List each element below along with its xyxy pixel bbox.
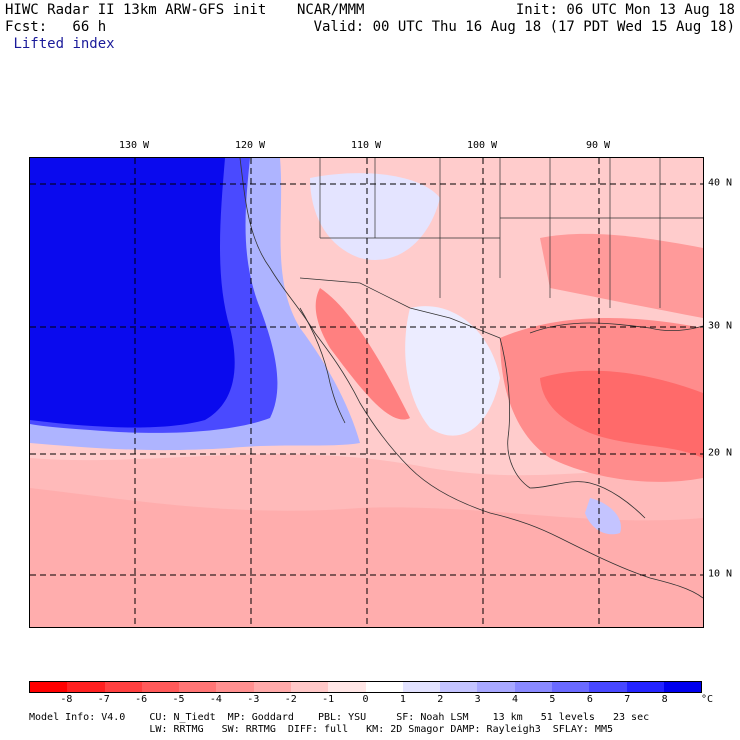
init-time: Init: 06 UTC Mon 13 Aug 18	[515, 2, 735, 18]
colorbar-segment	[253, 682, 291, 692]
colorbar-tick-label: -2	[284, 694, 297, 705]
valid-time: Valid: 00 UTC Thu 16 Aug 18 (17 PDT Wed …	[313, 19, 735, 35]
mexican-plateau-stable	[405, 306, 500, 436]
gulf-core	[540, 370, 703, 458]
colorbar-labels: -8 -7 -6 -5 -4 -3 -2 -1 0 1 2 3 4 5 6 7 8 °C	[29, 694, 719, 708]
colorbar-segment	[514, 682, 552, 692]
colorbar-segment	[104, 682, 142, 692]
lon-label-110w: 110 W	[350, 140, 382, 151]
colorbar-segment	[551, 682, 590, 692]
colorbar-tick-label: 7	[624, 694, 631, 705]
state-borders-horizontal	[320, 217, 703, 298]
lon-label-130w: 130 W	[118, 140, 150, 151]
colorbar-segment	[589, 682, 627, 692]
colorbar-tick-label: -7	[97, 694, 110, 705]
colorbar-segment	[365, 682, 403, 692]
baja-peninsula-coast	[299, 307, 346, 424]
colorbar	[29, 681, 702, 693]
lon-label-120w: 120 W	[234, 140, 266, 151]
colorbar-segment	[663, 682, 702, 692]
colorbar-segment	[141, 682, 180, 692]
pacific-stable-core	[30, 158, 235, 428]
colorbar-segment	[216, 682, 254, 692]
tropical-band-deep	[30, 488, 703, 627]
graticule	[30, 158, 703, 627]
colorbar-tick-label: 0	[362, 694, 369, 705]
model-info-line2: LW: RRTMG SW: RRTMG DIFF: full KM: 2D Sm…	[29, 724, 613, 735]
colorbar-segment	[477, 682, 515, 692]
colorbar-tick-label: 5	[549, 694, 556, 705]
gulf-coastline	[499, 337, 646, 519]
colorbar-tick-label: -6	[135, 694, 148, 705]
forecast-hour: Fcst: 66 h	[5, 19, 107, 35]
colorbar-tick-label: -8	[60, 694, 73, 705]
colorbar-tick-label: 8	[661, 694, 668, 705]
colorbar-tick-label: 3	[474, 694, 481, 705]
pacific-coastline	[239, 158, 703, 599]
colorbar-tick-label: -3	[247, 694, 260, 705]
colorbar-segment	[30, 682, 68, 692]
colorbar-segment	[67, 682, 105, 692]
lon-label-90w: 90 W	[585, 140, 611, 151]
field-name: Lifted index	[13, 36, 115, 52]
colorbar-segment	[440, 682, 478, 692]
lat-label-20n: 20 N	[708, 447, 733, 459]
colorbar-segment	[626, 682, 664, 692]
lat-label-10n: 10 N	[708, 568, 733, 580]
lat-label-30n: 30 N	[708, 320, 733, 332]
colorbar-segment	[402, 682, 441, 692]
gulf-of-california	[315, 288, 410, 420]
colorbar-segment	[179, 682, 217, 692]
colorbar-segment	[290, 682, 329, 692]
colorbar-tick-label: 2	[437, 694, 444, 705]
colorbar-tick-label: 1	[399, 694, 406, 705]
center-label: NCAR/MMM	[297, 2, 365, 18]
lat-label-40n: 40 N	[708, 177, 733, 189]
header-left: HIWC Radar II 13km ARW-GFS init Fcst: 66…	[5, 2, 266, 53]
map-canvas	[30, 158, 703, 627]
colorbar-tick-label: -1	[322, 694, 335, 705]
central-us-region	[540, 233, 703, 318]
central-america-stable-spot	[585, 498, 621, 535]
lifted-index-map	[29, 157, 704, 628]
model-title: HIWC Radar II 13km ARW-GFS init	[5, 2, 267, 18]
us-mexico-border	[299, 277, 501, 339]
colorbar-segment	[328, 682, 366, 692]
header-right: Init: 06 UTC Mon 13 Aug 18 Valid: 00 UTC…	[314, 2, 735, 36]
model-info-line1: Model Info: V4.0 CU: N_Tiedt MP: Goddard…	[29, 712, 650, 723]
colorbar-unit: °C	[700, 694, 714, 705]
colorbar-tick-label: 4	[512, 694, 519, 705]
colorbar-tick-label: -4	[209, 694, 222, 705]
colorbar-tick-label: 6	[586, 694, 593, 705]
lon-label-100w: 100 W	[466, 140, 498, 151]
political-borders	[299, 158, 703, 339]
colorbar-tick-label: -5	[172, 694, 185, 705]
